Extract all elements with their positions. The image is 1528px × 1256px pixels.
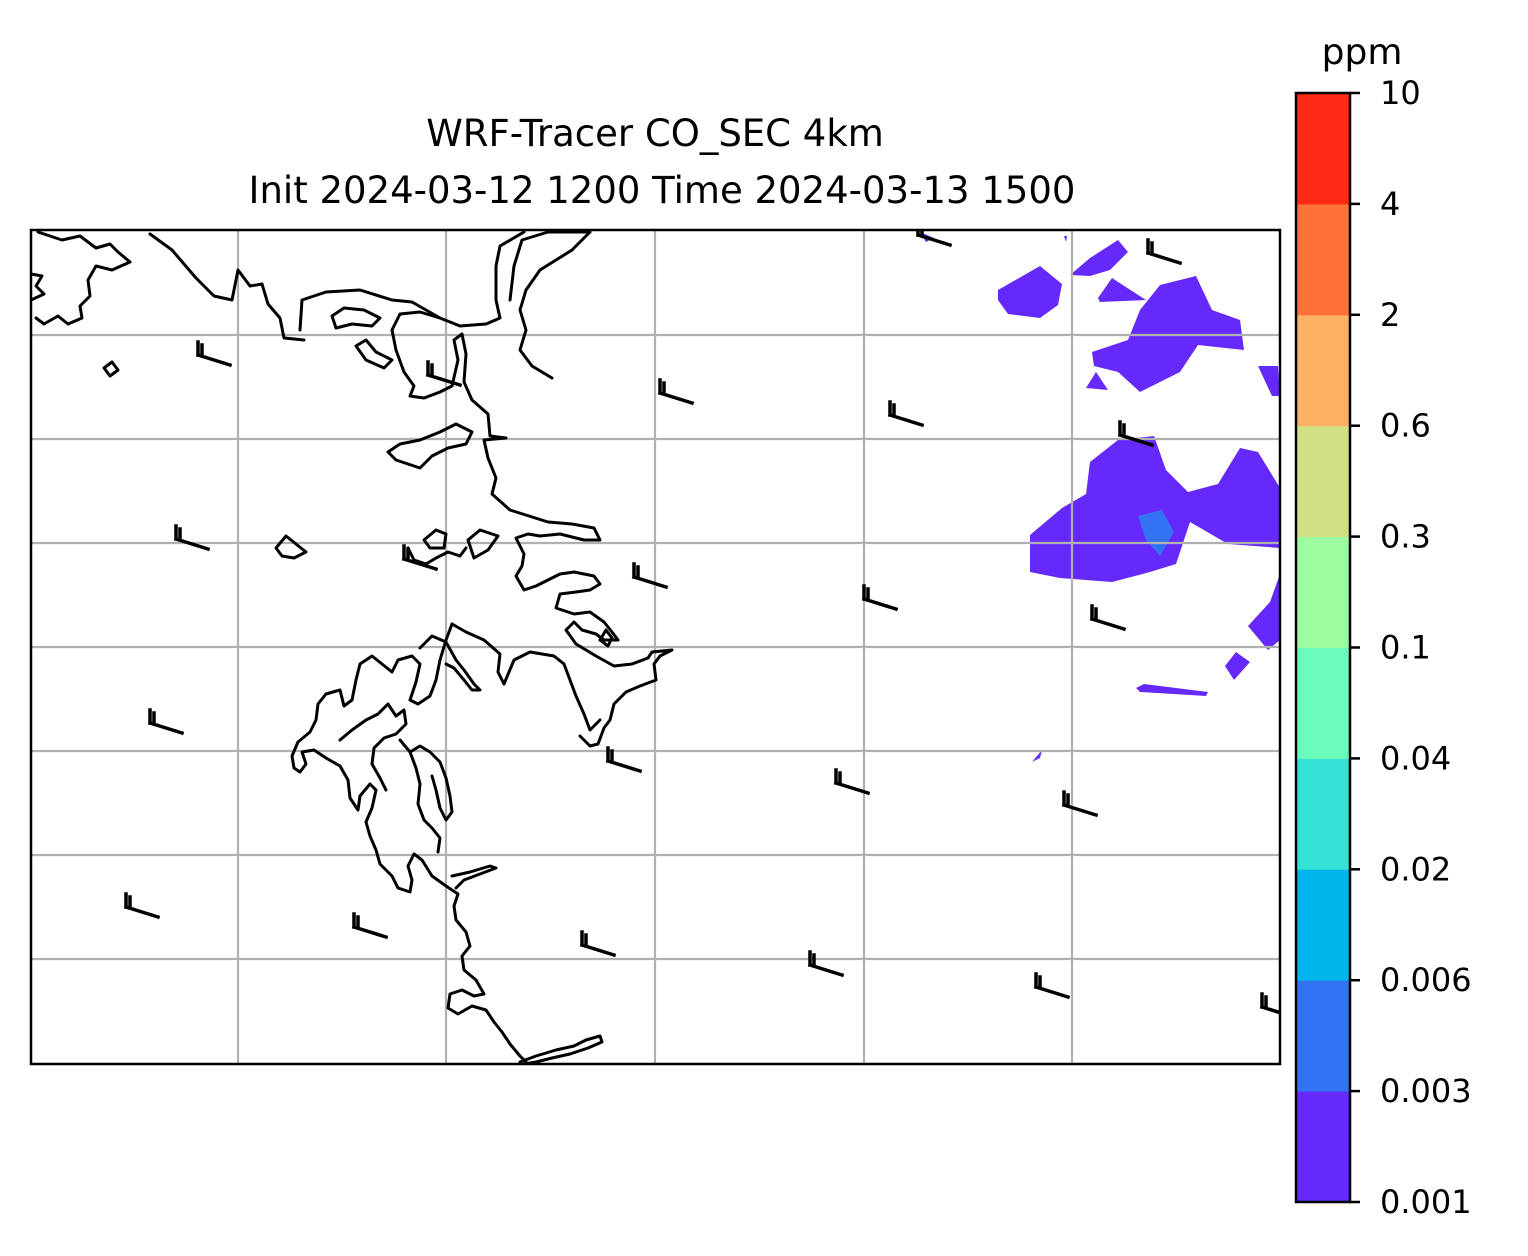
coastline-peninsula [290, 622, 528, 1064]
coastline-inner-4 [408, 744, 454, 822]
colorbar-bin [1296, 758, 1350, 870]
colorbar-tick-label: 0.6 [1380, 407, 1431, 445]
tracer-plume-6 [1258, 366, 1280, 396]
coastline-island-1 [330, 306, 382, 330]
coastline-mid-north [148, 232, 306, 342]
colorbar-bin [1296, 869, 1350, 981]
coastlines [31, 230, 674, 1064]
coastline-north [34, 230, 132, 326]
coastline-bay-upper [298, 230, 526, 332]
colorbar-ticks: 0.001 0.003 0.006 0.02 0.04 0.1 0.3 0.6 2 4 10 [1350, 74, 1472, 1221]
colorbar: ppm 0.001 0.003 0.006 0.02 0.04 0.1 0.3 0.6 2 4 10 [1294, 32, 1472, 1221]
colorbar-bin [1296, 1091, 1350, 1203]
tracer-concentration-fill [920, 232, 1280, 762]
coastline-island-6 [422, 528, 448, 550]
coastline-bay-river [508, 230, 592, 380]
colorbar-bin [1296, 425, 1350, 538]
coastline-inner-2 [338, 702, 408, 792]
map-title-line-2: Init 2024-03-12 1200 Time 2024-03-13 150… [249, 169, 1076, 212]
tracer-plume-2 [1070, 240, 1128, 276]
colorbar-bin [1296, 647, 1350, 759]
tracer-plume-9 [1225, 652, 1250, 680]
coastline-inner-1 [418, 634, 482, 692]
colorbar-tick-label: 0.006 [1380, 961, 1472, 999]
colorbar-tick-label: 0.3 [1380, 518, 1431, 556]
coastline-bay-channel [390, 310, 674, 748]
coastline-north-2 [31, 272, 46, 302]
tracer-plume-10 [1136, 684, 1208, 696]
tracer-concentration-fill-level-2 [1138, 510, 1174, 556]
tracer-plume-11 [1032, 750, 1042, 762]
coastline-island-2 [354, 338, 394, 370]
coastline-island-5 [274, 534, 308, 560]
coastline-south-spit [518, 1034, 604, 1064]
coastline-island-8 [598, 628, 614, 648]
coastline-island-3 [102, 360, 120, 378]
colorbar-bin [1296, 980, 1350, 1092]
coastline-inner-5 [450, 864, 498, 890]
tracer-plume-7 [1030, 436, 1280, 582]
tracer-plume-5 [1086, 372, 1108, 390]
colorbar-bin [1296, 536, 1350, 648]
colorbar-bins [1296, 93, 1350, 1203]
tracer-plume-3 [1098, 278, 1146, 302]
tracer-plume-core [1138, 510, 1174, 556]
coastline-bay-lower-west [406, 546, 468, 566]
map-gridlines [31, 230, 1280, 1064]
colorbar-bin [1296, 93, 1350, 205]
tracer-plume-8 [1248, 574, 1280, 650]
map-frame [29, 228, 1282, 1066]
colorbar-unit-label: ppm [1322, 32, 1403, 73]
tracer-plume-1 [998, 266, 1062, 318]
map-title-line-1: WRF-Tracer CO_SEC 4km [426, 112, 884, 155]
colorbar-bin [1296, 314, 1350, 427]
colorbar-tick-label: 0.04 [1380, 739, 1451, 777]
colorbar-tick-label: 2 [1380, 296, 1400, 334]
colorbar-tick-label: 10 [1380, 74, 1421, 112]
colorbar-tick-label: 0.02 [1380, 850, 1451, 888]
tracer-plume-13 [1064, 236, 1067, 242]
colorbar-bin [1296, 203, 1350, 316]
colorbar-tick-label: 0.003 [1380, 1072, 1472, 1110]
colorbar-tick-label: 4 [1380, 185, 1400, 223]
coastline-bay-lower [450, 622, 602, 732]
coastline-island-4 [386, 422, 474, 470]
colorbar-tick-label: 0.1 [1380, 629, 1431, 667]
coastline-island-7 [466, 528, 500, 560]
coastline-inner-3 [398, 738, 442, 854]
colorbar-tick-label: 0.001 [1380, 1183, 1472, 1221]
